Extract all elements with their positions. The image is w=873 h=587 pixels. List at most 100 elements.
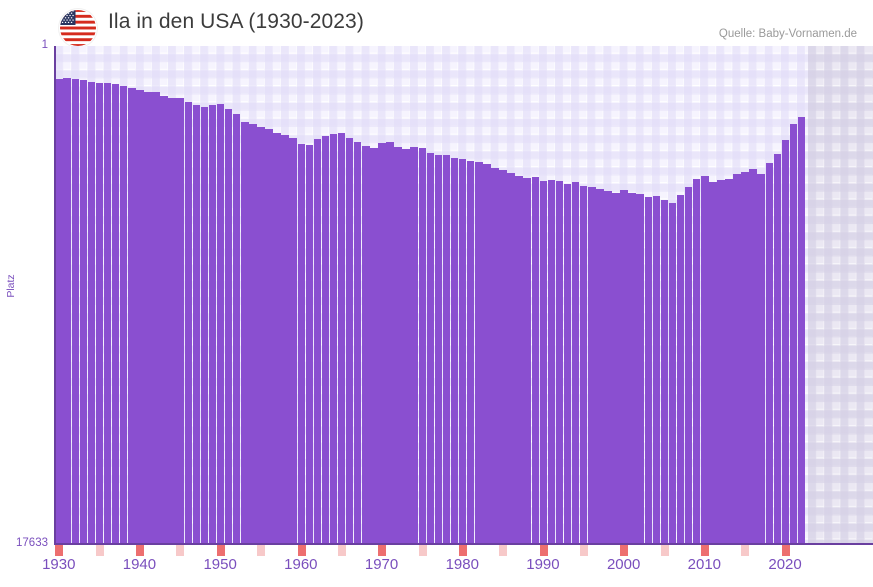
- bar-1943[interactable]: [160, 95, 168, 543]
- bar-1994[interactable]: [571, 182, 580, 543]
- bar-1996[interactable]: [588, 186, 596, 543]
- bar-1999[interactable]: [612, 193, 620, 543]
- bar-1971[interactable]: [386, 142, 394, 543]
- bar-1965[interactable]: [337, 132, 346, 543]
- bar-1937[interactable]: [111, 83, 120, 543]
- bar-2006[interactable]: [668, 202, 677, 543]
- bar-1993[interactable]: [563, 183, 572, 543]
- bar-1975[interactable]: [418, 147, 427, 543]
- bar-1984[interactable]: [491, 167, 499, 543]
- bar-1981[interactable]: [466, 161, 475, 543]
- bar-1995[interactable]: [579, 185, 588, 543]
- bar-2008[interactable]: [684, 186, 693, 543]
- bar-1978[interactable]: [442, 155, 451, 543]
- bar-1954[interactable]: [249, 124, 257, 543]
- bar-1942[interactable]: [152, 92, 160, 543]
- bar-1983[interactable]: [483, 164, 491, 543]
- bar-1969[interactable]: [370, 147, 378, 543]
- bar-1944[interactable]: [168, 98, 176, 543]
- bar-1991[interactable]: [547, 180, 556, 543]
- bar-1986[interactable]: [507, 172, 515, 543]
- bar-1938[interactable]: [119, 86, 128, 543]
- bar-2004[interactable]: [652, 195, 661, 543]
- bar-1959[interactable]: [289, 138, 297, 543]
- bar-1998[interactable]: [604, 191, 612, 543]
- bar-2002[interactable]: [636, 194, 644, 543]
- bar-2009[interactable]: [692, 179, 701, 543]
- x-axis-label-1950: 1950: [203, 556, 237, 573]
- bar-1950[interactable]: [216, 103, 225, 543]
- bar-1953[interactable]: [241, 122, 249, 543]
- bar-1962[interactable]: [313, 139, 322, 543]
- bar-1987[interactable]: [515, 175, 523, 543]
- bar-1936[interactable]: [103, 82, 112, 543]
- bar-2022[interactable]: [797, 117, 806, 543]
- bar-2012[interactable]: [717, 180, 725, 543]
- bar-2005[interactable]: [660, 199, 669, 543]
- bar-1988[interactable]: [523, 178, 531, 543]
- x-tick-1980: [458, 545, 467, 556]
- bar-1964[interactable]: [329, 134, 338, 543]
- bar-1990[interactable]: [539, 180, 548, 543]
- bar-1940[interactable]: [136, 90, 144, 543]
- bar-1955[interactable]: [257, 127, 265, 543]
- bar-1939[interactable]: [128, 88, 136, 543]
- bar-1960[interactable]: [297, 143, 305, 543]
- bar-1979[interactable]: [450, 158, 459, 543]
- bar-1945[interactable]: [176, 98, 184, 543]
- bar-1934[interactable]: [87, 81, 96, 543]
- bar-2020[interactable]: [781, 139, 790, 543]
- bar-2003[interactable]: [644, 197, 652, 543]
- bar-2000[interactable]: [620, 190, 628, 543]
- bar-1932[interactable]: [71, 78, 80, 543]
- bar-1997[interactable]: [596, 189, 604, 543]
- bar-2018[interactable]: [765, 162, 774, 543]
- bar-1992[interactable]: [555, 181, 564, 543]
- bar-1951[interactable]: [224, 109, 233, 543]
- bar-1976[interactable]: [426, 152, 435, 543]
- bar-2010[interactable]: [701, 175, 709, 543]
- bar-1966[interactable]: [345, 138, 354, 543]
- bar-1974[interactable]: [410, 146, 418, 543]
- bar-1949[interactable]: [208, 104, 217, 543]
- bar-1980[interactable]: [458, 158, 467, 543]
- bar-2019[interactable]: [773, 154, 782, 543]
- bar-1947[interactable]: [192, 105, 201, 543]
- bar-2016[interactable]: [749, 168, 757, 543]
- x-tick-2015: [741, 545, 750, 556]
- bar-1952[interactable]: [232, 114, 241, 543]
- x-axis-tick-strip: [55, 545, 873, 556]
- x-axis-label-1960: 1960: [284, 556, 318, 573]
- bar-1958[interactable]: [281, 134, 289, 543]
- bar-1956[interactable]: [265, 128, 273, 543]
- bar-1935[interactable]: [95, 83, 104, 543]
- bar-2011[interactable]: [709, 182, 717, 543]
- bar-1961[interactable]: [305, 144, 314, 543]
- bar-1989[interactable]: [531, 176, 540, 543]
- bar-2001[interactable]: [628, 193, 636, 543]
- bar-1985[interactable]: [499, 170, 507, 543]
- bar-1982[interactable]: [475, 162, 483, 543]
- bar-1968[interactable]: [362, 145, 370, 543]
- bar-1970[interactable]: [378, 142, 386, 543]
- bar-2015[interactable]: [741, 172, 749, 543]
- bar-2007[interactable]: [676, 194, 685, 543]
- bar-1930[interactable]: [55, 79, 63, 543]
- bar-1946[interactable]: [184, 102, 193, 543]
- bar-1972[interactable]: [394, 147, 402, 543]
- bar-2021[interactable]: [789, 124, 798, 543]
- bar-1977[interactable]: [434, 154, 443, 543]
- bar-1948[interactable]: [200, 107, 209, 543]
- bar-1957[interactable]: [273, 132, 281, 543]
- bar-1967[interactable]: [353, 141, 362, 543]
- bar-2014[interactable]: [733, 173, 741, 543]
- bar-1963[interactable]: [321, 135, 330, 543]
- bar-1973[interactable]: [402, 149, 410, 543]
- bar-1941[interactable]: [144, 92, 152, 543]
- bar-1933[interactable]: [79, 79, 88, 543]
- bar-2017[interactable]: [757, 173, 765, 543]
- x-tick-1950: [216, 545, 225, 556]
- bar-2013[interactable]: [725, 178, 733, 543]
- bar-1931[interactable]: [63, 78, 71, 543]
- x-axis-label-1970: 1970: [364, 556, 399, 573]
